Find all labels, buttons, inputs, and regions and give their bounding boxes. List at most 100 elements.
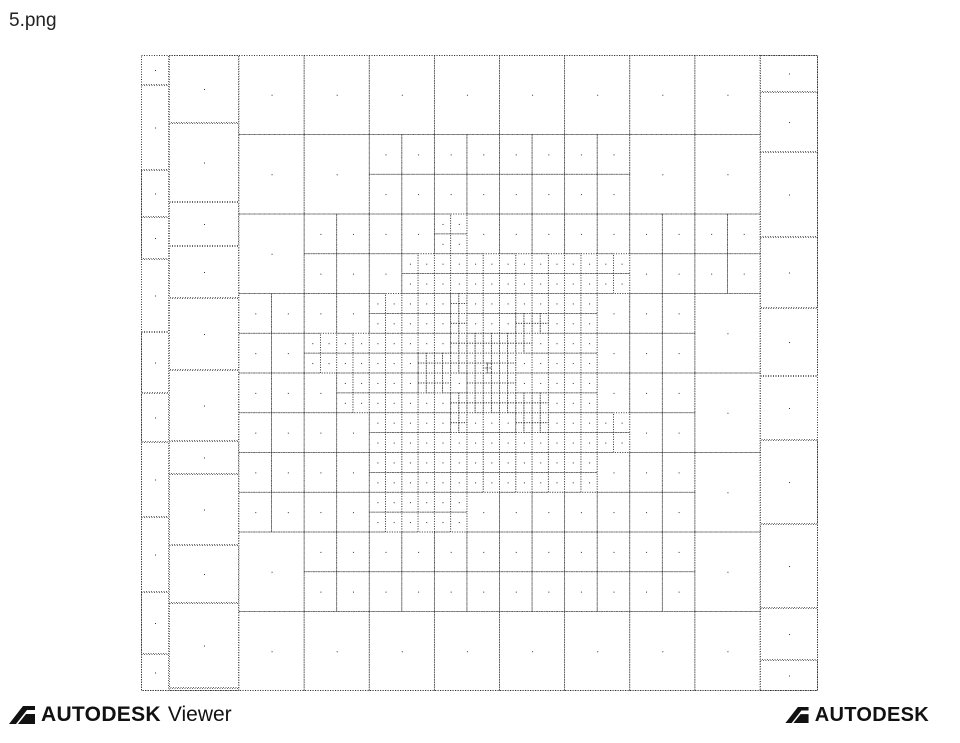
- mesh-cell: [482, 402, 492, 414]
- mesh-cell: [417, 332, 435, 354]
- cell-center-dot: [458, 462, 460, 464]
- cell-center-dot: [442, 283, 444, 285]
- cell-center-dot: [377, 442, 379, 444]
- mesh-cell: [433, 332, 452, 354]
- mesh-cell: [417, 273, 435, 294]
- mesh-cell: [458, 303, 468, 314]
- mesh-cell: [547, 452, 566, 473]
- cell-center-dot: [450, 194, 452, 196]
- cell-center-dot: [540, 363, 542, 365]
- cell-center-dot: [556, 263, 558, 265]
- mesh-cell: [515, 471, 533, 493]
- cell-center-dot: [442, 442, 444, 444]
- mesh-cell: [417, 432, 435, 453]
- cell-center-dot: [385, 551, 387, 553]
- mesh-cell: [450, 213, 468, 235]
- cell-center-dot: [475, 303, 477, 305]
- cell-center-dot: [320, 273, 322, 275]
- mesh-cell: [458, 402, 468, 414]
- cell-center-dot: [613, 233, 615, 235]
- cell-center-dot: [344, 363, 346, 365]
- drawing-viewport[interactable]: [141, 55, 818, 691]
- cell-center-dot: [426, 303, 428, 305]
- mesh-cell: [401, 312, 419, 334]
- cell-center-dot: [204, 574, 205, 575]
- cell-center-dot: [572, 283, 574, 285]
- mesh-cell: [490, 362, 500, 374]
- mesh-cell: [564, 412, 582, 434]
- mesh-cell: [442, 352, 452, 364]
- mesh-cell: [385, 332, 403, 354]
- mesh-cell: [499, 402, 509, 414]
- mesh-cell: [450, 312, 460, 324]
- cell-center-dot: [589, 363, 591, 365]
- cell-center-dot: [678, 353, 680, 355]
- mesh-cell: [547, 273, 566, 294]
- cell-center-dot: [491, 442, 493, 444]
- cell-center-dot: [621, 422, 623, 424]
- mesh-cell: [515, 392, 525, 404]
- mesh-cell: [433, 452, 452, 473]
- cell-center-dot: [589, 382, 591, 384]
- mesh-cell: [401, 332, 419, 354]
- cell-center-dot: [532, 651, 534, 653]
- cell-center-dot: [352, 432, 354, 434]
- mesh-cell: [490, 382, 500, 394]
- mesh-cell: [458, 412, 468, 424]
- mesh-cell: [531, 422, 541, 434]
- mesh-cell: [433, 491, 452, 513]
- mesh-cell: [613, 253, 631, 275]
- cell-center-dot: [646, 472, 648, 474]
- mesh-cell: [336, 352, 354, 374]
- cell-center-dot: [409, 363, 411, 365]
- mesh-cell: [450, 491, 468, 513]
- mesh-cell: [450, 412, 460, 424]
- cell-center-dot: [409, 382, 411, 384]
- cell-center-dot: [613, 551, 615, 553]
- mesh-cell: [368, 471, 386, 493]
- cell-center-dot: [621, 283, 623, 285]
- mesh-cell: [425, 382, 435, 394]
- cell-center-dot: [491, 462, 493, 464]
- cell-center-dot: [475, 462, 477, 464]
- mesh-cell: [507, 342, 517, 354]
- mesh-cell: [482, 253, 500, 275]
- mesh-cell: [466, 392, 476, 404]
- cell-center-dot: [789, 675, 790, 677]
- cell-center-dot: [442, 422, 444, 424]
- cell-center-dot: [605, 442, 607, 444]
- cell-center-dot: [393, 422, 395, 424]
- cell-center-dot: [515, 233, 517, 235]
- mesh-cell: [539, 312, 549, 324]
- cell-center-dot: [605, 283, 607, 285]
- cell-center-dot: [613, 154, 615, 156]
- cell-center-dot: [540, 303, 542, 305]
- mesh-cell: [499, 312, 517, 334]
- mesh-cell: [368, 611, 435, 691]
- mesh-cell: [507, 362, 517, 374]
- mesh-cell: [401, 452, 419, 473]
- mesh-cell: [531, 253, 549, 275]
- cell-center-dot: [548, 591, 550, 593]
- cell-center-dot: [572, 462, 574, 464]
- mesh-cell: [368, 293, 386, 314]
- mesh-cell: [433, 233, 452, 255]
- cell-center-dot: [426, 402, 428, 404]
- cell-center-dot: [155, 127, 156, 129]
- cell-center-dot: [352, 273, 354, 275]
- mesh-cell: [482, 382, 492, 394]
- mesh-cell: [425, 372, 435, 384]
- mesh-cell: [466, 352, 476, 364]
- mesh-cell: [760, 440, 818, 524]
- mesh-cell: [482, 471, 500, 493]
- cell-center-dot: [646, 273, 648, 275]
- mesh-cell: [401, 432, 419, 453]
- cell-center-dot: [320, 512, 322, 514]
- mesh-cell: [450, 452, 468, 473]
- cell-center-dot: [572, 343, 574, 345]
- mesh-cell: [531, 372, 549, 394]
- cell-center-dot: [515, 551, 517, 553]
- cell-center-dot: [442, 462, 444, 464]
- mesh-cell: [564, 273, 582, 294]
- mesh-cell: [336, 332, 354, 354]
